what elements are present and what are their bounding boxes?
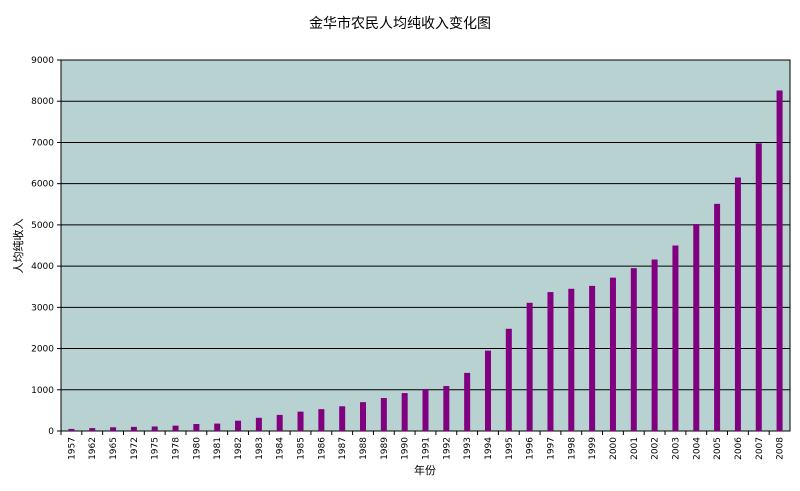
y-tick-label: 2000 [31, 345, 54, 355]
bar [484, 350, 491, 431]
bar [714, 203, 721, 431]
bar [568, 288, 575, 431]
bar [443, 386, 450, 431]
x-tick-label: 2008 [776, 437, 786, 460]
bar [464, 372, 471, 431]
plot-area [60, 59, 791, 432]
bar [339, 406, 346, 431]
x-tick-label: 1996 [526, 437, 536, 460]
y-tick-label: 9000 [31, 56, 54, 66]
bar [734, 177, 741, 431]
bar [110, 427, 117, 431]
bar [68, 428, 75, 431]
y-tick-label: 7000 [31, 138, 54, 148]
x-tick-label: 1998 [567, 437, 577, 460]
x-tick-label: 1992 [442, 437, 452, 460]
chart-title: 金华市农民人均纯收入变化图 [309, 15, 491, 32]
x-tick-label: 1986 [317, 437, 327, 460]
y-axis-label: 人均纯收入 [11, 219, 25, 274]
bar [526, 302, 533, 431]
bars [68, 90, 783, 431]
x-tick-label: 1995 [505, 437, 515, 460]
y-tick-label: 4000 [31, 262, 54, 272]
x-tick-label: 1999 [588, 437, 598, 460]
x-tick-label: 1978 [172, 437, 182, 460]
bar [380, 398, 387, 431]
x-tick-label: 1983 [255, 437, 265, 460]
x-tick-label: 2006 [734, 437, 744, 460]
x-tick-label: 2003 [671, 437, 681, 460]
x-tick-label: 1957 [67, 437, 77, 460]
bar [318, 409, 325, 431]
bar [422, 388, 429, 431]
y-tick-label: 1000 [31, 386, 54, 396]
x-tick-label: 2000 [609, 437, 619, 460]
bar [776, 90, 783, 431]
bar [360, 402, 367, 431]
bar [172, 425, 179, 431]
x-tick-label: 1991 [422, 437, 432, 460]
x-tick-label: 1975 [151, 437, 161, 460]
bar [693, 224, 700, 431]
bar [255, 417, 262, 431]
x-tick-label: 2004 [692, 437, 702, 460]
x-tick-label: 2001 [630, 437, 640, 460]
bar [130, 426, 137, 431]
bar [297, 411, 304, 431]
bar [609, 277, 616, 431]
y-tick-labels: 0 1000 2000 3000 4000 5000 6000 7000 8000 9000 [31, 56, 61, 437]
y-tick-label: 6000 [31, 180, 54, 190]
x-tick-label: 1988 [359, 437, 369, 460]
bar [151, 426, 158, 431]
bar [651, 259, 658, 431]
bar [755, 143, 762, 431]
bar [589, 285, 596, 431]
bar [214, 423, 221, 431]
bar [235, 420, 242, 431]
bar [630, 268, 637, 431]
x-tick-label: 2002 [651, 437, 661, 460]
x-tick-label: 1982 [234, 437, 244, 460]
bar [672, 245, 679, 431]
bar [193, 423, 200, 431]
bar [89, 428, 96, 431]
bar [547, 292, 554, 431]
x-tick-label: 1981 [213, 437, 223, 460]
y-tick-label: 5000 [31, 221, 54, 231]
x-tick-label: 1965 [109, 437, 119, 460]
x-tick-label: 1984 [276, 437, 286, 460]
y-tick-label: 8000 [31, 97, 54, 107]
y-tick-label: 3000 [31, 303, 54, 313]
x-tick-label: 1997 [546, 437, 556, 460]
y-tick-label: 0 [48, 427, 54, 437]
x-tick-label: 1993 [463, 437, 473, 460]
gridlines [61, 100, 790, 391]
x-tick-label: 1990 [401, 437, 411, 460]
x-tick-label: 2005 [713, 437, 723, 460]
x-axis-label: 年份 [414, 463, 436, 477]
x-tick-label: 1980 [192, 437, 202, 460]
x-tick-label: 1985 [297, 437, 307, 460]
bar [505, 328, 512, 431]
bar [401, 393, 408, 431]
x-tick-label: 2007 [755, 437, 765, 460]
x-tick-label: 1987 [338, 437, 348, 460]
x-tick-label: 1989 [380, 437, 390, 460]
x-tick-label: 1994 [484, 437, 494, 460]
x-tick-label: 1972 [130, 437, 140, 460]
x-tick-label: 1962 [88, 437, 98, 460]
x-tick-labels: 1957 1962 1965 1972 1975 1978 1980 1981 1982 1983… [60, 431, 786, 460]
bar [276, 414, 283, 431]
